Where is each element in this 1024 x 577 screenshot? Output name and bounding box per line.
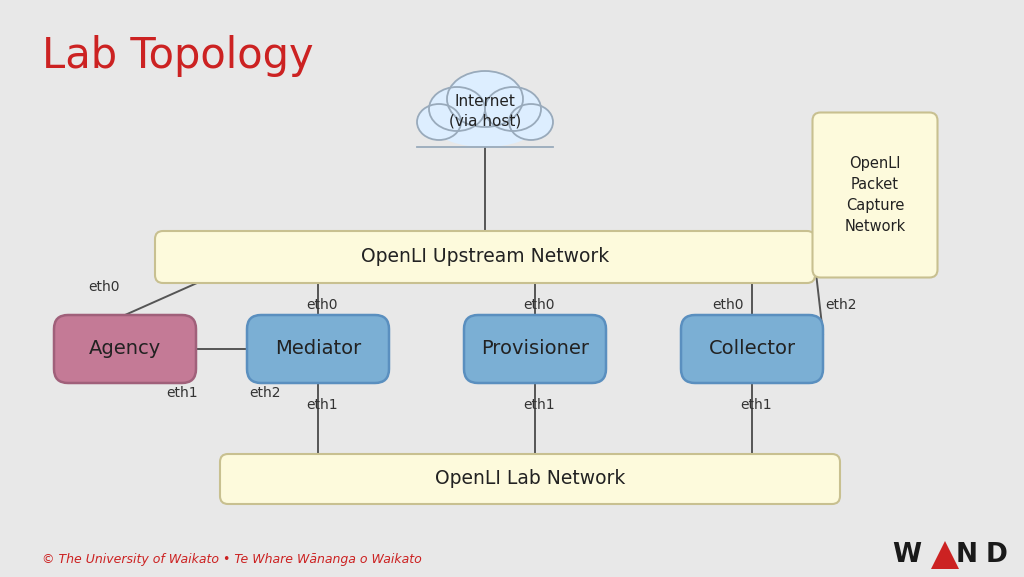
Text: Internet
(via host): Internet (via host) <box>449 94 521 128</box>
Text: D: D <box>986 542 1008 568</box>
Text: eth0: eth0 <box>88 280 120 294</box>
FancyBboxPatch shape <box>54 315 196 383</box>
Polygon shape <box>931 541 959 569</box>
Ellipse shape <box>429 87 485 131</box>
FancyBboxPatch shape <box>220 454 840 504</box>
Text: W: W <box>893 542 922 568</box>
Ellipse shape <box>447 71 523 127</box>
Text: eth2: eth2 <box>249 386 281 400</box>
Ellipse shape <box>445 101 489 141</box>
Ellipse shape <box>509 104 553 140</box>
FancyBboxPatch shape <box>812 113 938 278</box>
Text: Provisioner: Provisioner <box>481 339 589 358</box>
Ellipse shape <box>437 111 534 147</box>
Text: eth1: eth1 <box>306 398 338 412</box>
Text: OpenLI Lab Network: OpenLI Lab Network <box>435 470 626 489</box>
Text: OpenLI Upstream Network: OpenLI Upstream Network <box>360 248 609 267</box>
Text: eth0: eth0 <box>306 298 338 312</box>
Text: Agency: Agency <box>89 339 161 358</box>
Text: eth1: eth1 <box>740 398 772 412</box>
Ellipse shape <box>417 104 461 140</box>
Text: eth0: eth0 <box>712 298 743 312</box>
Text: eth1: eth1 <box>166 386 198 400</box>
FancyBboxPatch shape <box>155 231 815 283</box>
Ellipse shape <box>481 101 525 141</box>
FancyBboxPatch shape <box>681 315 823 383</box>
Text: Collector: Collector <box>709 339 796 358</box>
Text: Mediator: Mediator <box>274 339 361 358</box>
FancyBboxPatch shape <box>247 315 389 383</box>
Text: OpenLI
Packet
Capture
Network: OpenLI Packet Capture Network <box>845 156 905 234</box>
Text: Lab Topology: Lab Topology <box>42 35 313 77</box>
Text: eth2: eth2 <box>825 298 856 312</box>
FancyBboxPatch shape <box>464 315 606 383</box>
Text: N: N <box>956 542 978 568</box>
Text: eth0: eth0 <box>523 298 555 312</box>
Text: © The University of Waikato • Te Whare Wānanga o Waikato: © The University of Waikato • Te Whare W… <box>42 553 422 565</box>
Ellipse shape <box>485 87 541 131</box>
Text: eth1: eth1 <box>523 398 555 412</box>
